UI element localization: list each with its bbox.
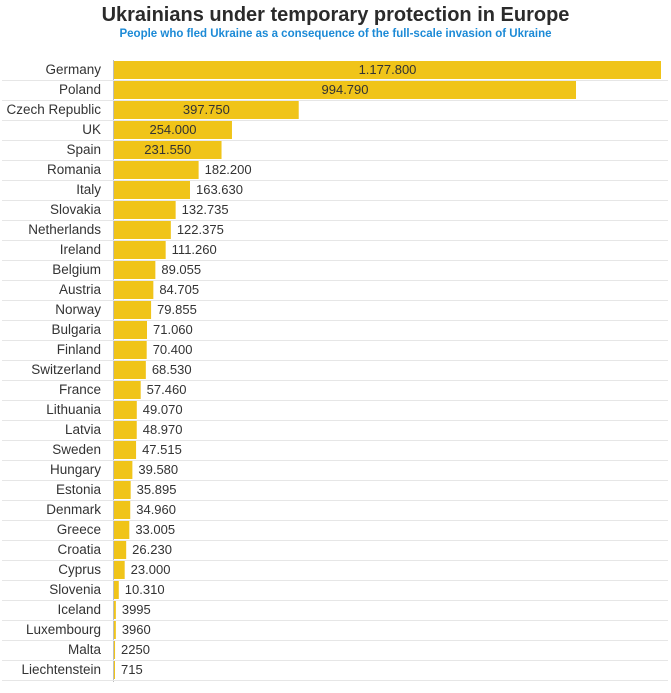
data-label: 34.960 [136, 502, 176, 517]
bar [114, 141, 222, 159]
data-label: 47.515 [142, 442, 182, 457]
data-label: 71.060 [153, 322, 193, 337]
category-label: Liechtenstein [21, 662, 101, 677]
bar [114, 261, 156, 279]
bar [114, 181, 190, 199]
category-label: Romania [47, 162, 102, 177]
category-label: Ireland [60, 242, 101, 257]
category-label: Sweden [52, 442, 101, 457]
data-label: 397.750 [183, 102, 230, 117]
data-label: 49.070 [143, 402, 183, 417]
category-label: Switzerland [31, 362, 101, 377]
bar [114, 81, 577, 99]
bar [114, 601, 116, 619]
bar [114, 521, 130, 539]
data-label: 39.580 [138, 462, 178, 477]
category-label: Norway [55, 302, 101, 317]
data-label: 35.895 [137, 482, 177, 497]
category-label: Malta [68, 642, 102, 657]
bar [114, 561, 125, 579]
data-label: 68.530 [152, 362, 192, 377]
data-label: 715 [121, 662, 143, 677]
bar [114, 441, 137, 459]
data-label: 33.005 [135, 522, 175, 537]
bar [114, 121, 232, 139]
data-label: 182.200 [205, 162, 252, 177]
chart-subtitle: People who fled Ukraine as a consequence… [119, 28, 552, 40]
bar [114, 421, 137, 439]
bar [114, 361, 146, 379]
bar [114, 401, 137, 419]
category-label: Estonia [56, 482, 102, 497]
data-label: 70.400 [153, 342, 193, 357]
bar [114, 281, 154, 299]
category-label: Poland [59, 82, 101, 97]
data-label: 48.970 [143, 422, 183, 437]
data-label: 2250 [121, 642, 150, 657]
bar [114, 321, 148, 339]
bar [114, 201, 176, 219]
data-label: 23.000 [131, 562, 171, 577]
data-label: 89.055 [161, 262, 201, 277]
category-label: Luxembourg [26, 622, 101, 637]
category-label: Latvia [65, 422, 102, 437]
data-label: 3960 [122, 622, 151, 637]
data-label: 163.630 [196, 182, 243, 197]
data-label: 79.855 [157, 302, 197, 317]
data-label: 231.550 [144, 142, 191, 157]
category-label: Netherlands [28, 222, 101, 237]
category-label: Croatia [57, 542, 101, 557]
data-label: 122.375 [177, 222, 224, 237]
category-label: Slovenia [49, 582, 101, 597]
data-label: 994.790 [322, 82, 369, 97]
category-label: Hungary [50, 462, 101, 477]
bar [114, 221, 171, 239]
data-label: 254.000 [149, 122, 196, 137]
category-label: Denmark [46, 502, 101, 517]
bar [114, 461, 133, 479]
category-label: Spain [66, 142, 101, 157]
bar [114, 481, 131, 499]
bar [114, 381, 141, 399]
category-label: Lithuania [46, 402, 101, 417]
bar [114, 301, 152, 319]
category-label: Finland [57, 342, 101, 357]
data-label: 132.735 [182, 202, 229, 217]
bar [114, 161, 199, 179]
data-label: 10.310 [125, 582, 165, 597]
bar [114, 661, 115, 679]
bar [114, 341, 147, 359]
bar [114, 61, 661, 79]
bar [114, 101, 299, 119]
data-label: 57.460 [147, 382, 187, 397]
category-label: UK [82, 122, 101, 137]
category-label: Iceland [57, 602, 101, 617]
data-label: 1.177.800 [359, 62, 417, 77]
data-label: 111.260 [172, 242, 217, 257]
data-label: 26.230 [132, 542, 172, 557]
category-label: Austria [59, 282, 102, 297]
data-label: 84.705 [159, 282, 199, 297]
category-label: Slovakia [50, 202, 102, 217]
bar [114, 241, 166, 259]
category-label: Bulgaria [51, 322, 101, 337]
category-label: Italy [76, 182, 101, 197]
category-label: Belgium [52, 262, 101, 277]
bar [114, 501, 131, 519]
chart-title: Ukrainians under temporary protection in… [101, 4, 570, 26]
bar [114, 641, 116, 659]
bar [114, 621, 116, 639]
category-label: France [59, 382, 101, 397]
bar [114, 581, 119, 599]
category-label: Greece [57, 522, 101, 537]
category-label: Czech Republic [6, 102, 101, 117]
data-label: 3995 [122, 602, 151, 617]
category-label: Cyprus [58, 562, 101, 577]
bar [114, 541, 127, 559]
category-label: Germany [45, 62, 101, 77]
